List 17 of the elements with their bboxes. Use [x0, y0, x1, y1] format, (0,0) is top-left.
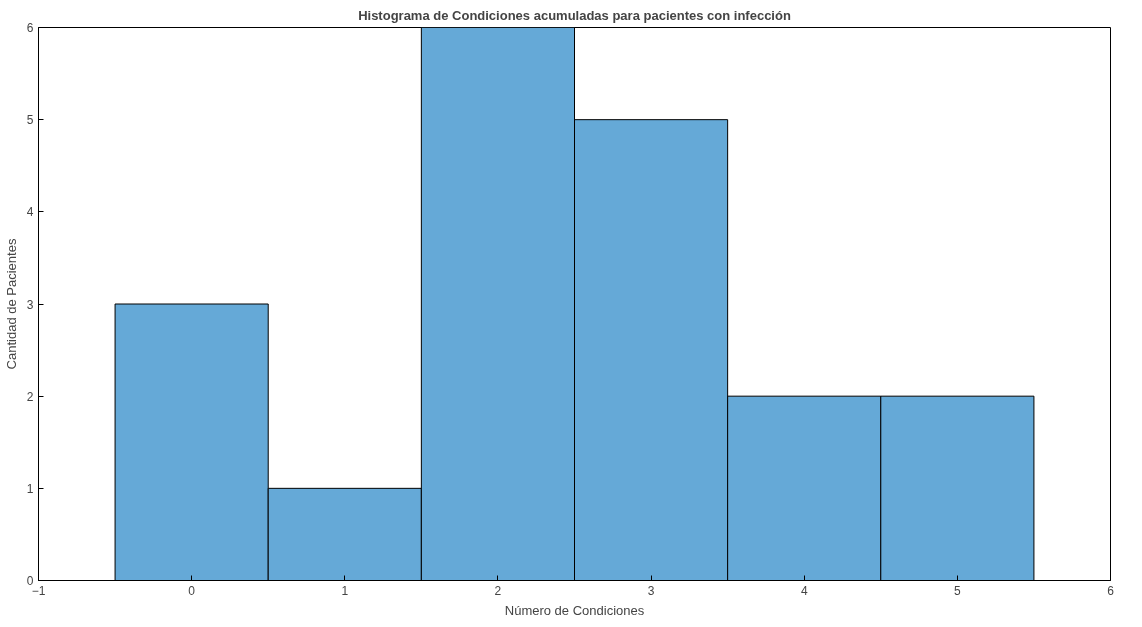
y-tick-label: 2 — [26, 389, 34, 404]
chart-title: Histograma de Condiciones acumuladas para pacientes con infección — [358, 7, 791, 23]
x-tick-label: 3 — [647, 583, 655, 598]
x-tick-label: 1 — [341, 583, 349, 598]
x-tick-label: 6 — [1107, 583, 1115, 598]
x-axis-title: Número de Condiciones — [504, 602, 645, 618]
y-tick-label: 4 — [26, 205, 34, 220]
x-tick-label: 2 — [494, 583, 502, 598]
y-tick-label: 5 — [26, 113, 34, 128]
y-tick-label: 6 — [26, 21, 34, 35]
y-tick-label: 3 — [26, 297, 34, 312]
y-tick-label: 0 — [26, 574, 34, 588]
x-tick-label: 4 — [800, 583, 808, 598]
y-tick-label: 1 — [26, 481, 34, 496]
x-tick-label: 5 — [954, 583, 962, 598]
y-axis-title: Cantidad de Pacientes — [3, 238, 19, 370]
x-tick-label: 0 — [188, 583, 196, 598]
